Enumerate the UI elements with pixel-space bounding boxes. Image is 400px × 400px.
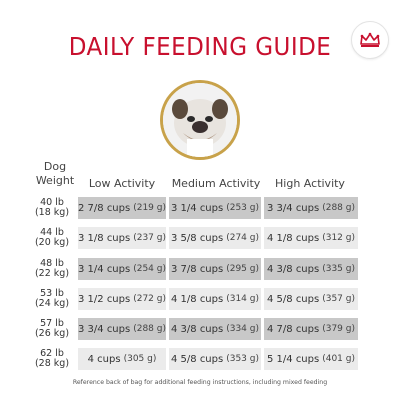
- weight-kg: (24 kg): [34, 298, 70, 309]
- cups: 3 5/8 cups: [171, 232, 224, 244]
- cups: 4 1/8 cups: [171, 293, 224, 305]
- high-activity-cell: 5 1/4 cups (401 g): [264, 348, 358, 370]
- grams: (253 g): [226, 203, 259, 213]
- medium-activity-cell: 4 3/8 cups (334 g): [169, 318, 261, 340]
- high-activity-cell: 4 7/8 cups (379 g): [264, 318, 358, 340]
- cups: 4 1/8 cups: [267, 232, 320, 244]
- weight-lb: 57 lb: [40, 318, 64, 329]
- grams: (254 g): [133, 264, 166, 274]
- low-activity-cell: 3 3/4 cups (288 g): [78, 318, 166, 340]
- weight-cell: 57 lb (26 kg): [28, 318, 76, 340]
- high-activity-cell: 4 1/8 cups (312 g): [264, 227, 358, 249]
- cups: 3 7/8 cups: [171, 263, 224, 275]
- medium-activity-cell: 3 5/8 cups (274 g): [169, 227, 261, 249]
- cups: 4 cups: [87, 353, 121, 365]
- royal-canin-crown-icon: [360, 32, 380, 47]
- cups: 3 3/4 cups: [78, 323, 131, 335]
- weight-cell: 44 lb (20 kg): [28, 227, 76, 249]
- grams: (379 g): [322, 324, 355, 334]
- grams: (295 g): [226, 264, 259, 274]
- medium-activity-header: Medium Activity: [171, 177, 261, 190]
- high-activity-cell: 4 3/8 cups (335 g): [264, 258, 358, 280]
- low-activity-cell: 3 1/8 cups (237 g): [78, 227, 166, 249]
- weight-kg: (18 kg): [34, 207, 70, 218]
- weight-cell: 53 lb (24 kg): [28, 288, 76, 310]
- medium-activity-cell: 3 7/8 cups (295 g): [169, 258, 261, 280]
- brand-badge: [351, 21, 389, 59]
- weight-cell: 62 lb (28 kg): [28, 348, 76, 370]
- cups: 3 1/8 cups: [78, 232, 131, 244]
- weight-lb: 53 lb: [40, 288, 64, 299]
- footer-note: Reference back of bag for additional fee…: [72, 379, 328, 386]
- low-activity-cell: 2 7/8 cups (219 g): [78, 197, 166, 219]
- weight-kg: (22 kg): [34, 268, 70, 279]
- grams: (353 g): [226, 354, 259, 364]
- high-activity-cell: 4 5/8 cups (357 g): [264, 288, 358, 310]
- grams: (288 g): [133, 324, 166, 334]
- medium-activity-cell: 4 5/8 cups (353 g): [169, 348, 261, 370]
- medium-activity-cell: 4 1/8 cups (314 g): [169, 288, 261, 310]
- grams: (312 g): [322, 233, 355, 243]
- cups: 2 7/8 cups: [78, 202, 131, 214]
- medium-activity-cell: 3 1/4 cups (253 g): [169, 197, 261, 219]
- grams: (219 g): [133, 203, 166, 213]
- grams: (357 g): [322, 294, 355, 304]
- table-row: 62 lb (28 kg) 4 cups (305 g) 4 5/8 cups (3…: [28, 348, 358, 370]
- table-row: 44 lb (20 kg) 3 1/8 cups (237 g) 3 5/8 cu…: [28, 227, 358, 249]
- page-title: DAILY FEEDING GUIDE: [68, 32, 332, 61]
- cups: 3 1/4 cups: [78, 263, 131, 275]
- weight-lb: 44 lb: [40, 227, 64, 238]
- grams: (288 g): [322, 203, 355, 213]
- low-activity-cell: 3 1/4 cups (254 g): [78, 258, 166, 280]
- cups: 4 5/8 cups: [171, 353, 224, 365]
- table-row: 48 lb (22 kg) 3 1/4 cups (254 g) 3 7/8 cu…: [28, 258, 358, 280]
- cups: 3 1/2 cups: [78, 293, 131, 305]
- grams: (272 g): [133, 294, 166, 304]
- cups: 4 5/8 cups: [267, 293, 320, 305]
- grams: (334 g): [226, 324, 259, 334]
- grams: (314 g): [226, 294, 259, 304]
- table-row: 40 lb (18 kg) 2 7/8 cups (219 g) 3 1/4 cu…: [28, 197, 358, 219]
- cups: 4 7/8 cups: [267, 323, 320, 335]
- cups: 4 3/8 cups: [171, 323, 224, 335]
- weight-kg: (26 kg): [34, 328, 70, 339]
- cups: 3 1/4 cups: [171, 202, 224, 214]
- dog-portrait: [160, 80, 240, 160]
- high-activity-header: High Activity: [275, 177, 345, 190]
- weight-lb: 48 lb: [40, 258, 64, 269]
- grams: (237 g): [133, 233, 166, 243]
- weight-lb: 40 lb: [40, 197, 64, 208]
- cups: 5 1/4 cups: [267, 353, 320, 365]
- grams: (274 g): [226, 233, 259, 243]
- dog-weight-header-line1: Dog: [43, 160, 67, 173]
- cups: 4 3/8 cups: [267, 263, 320, 275]
- grams: (335 g): [322, 264, 355, 274]
- weight-cell: 48 lb (22 kg): [28, 258, 76, 280]
- low-activity-cell: 3 1/2 cups (272 g): [78, 288, 166, 310]
- dog-weight-header: Dog Weight: [30, 160, 80, 188]
- low-activity-cell: 4 cups (305 g): [78, 348, 166, 370]
- grams: (401 g): [322, 354, 355, 364]
- high-activity-cell: 3 3/4 cups (288 g): [264, 197, 358, 219]
- grams: (305 g): [123, 354, 157, 364]
- low-activity-header: Low Activity: [88, 177, 156, 190]
- weight-kg: (20 kg): [34, 237, 70, 248]
- table-row: 53 lb (24 kg) 3 1/2 cups (272 g) 4 1/8 cu…: [28, 288, 358, 310]
- cups: 3 3/4 cups: [267, 202, 320, 214]
- weight-kg: (28 kg): [34, 358, 70, 369]
- dog-weight-header-line2: Weight: [35, 174, 75, 187]
- weight-lb: 62 lb: [40, 348, 64, 359]
- table-row: 57 lb (26 kg) 3 3/4 cups (288 g) 4 3/8 cu…: [28, 318, 358, 340]
- weight-cell: 40 lb (18 kg): [28, 197, 76, 219]
- bulldog-portrait-icon: [163, 83, 237, 157]
